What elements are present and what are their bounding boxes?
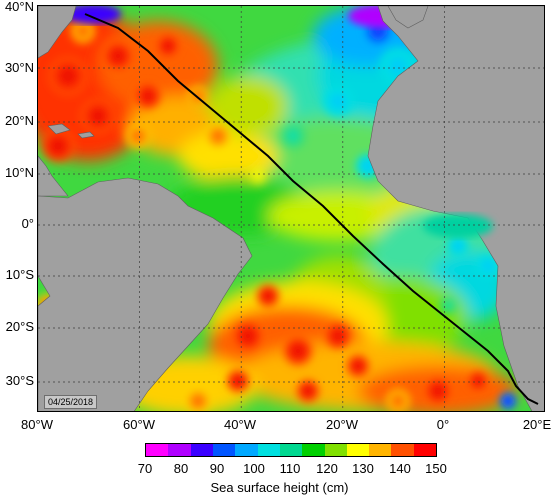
colorbar-segment [212, 444, 236, 456]
africa-land [367, 6, 544, 411]
colorbar-segment [190, 444, 213, 456]
lat-label-10n: 10°N [4, 165, 34, 180]
colorbar-segment [146, 444, 169, 456]
lat-label-10s: 10°S [5, 267, 34, 282]
lat-label-0: 0° [21, 216, 34, 231]
lon-label-20e: 20°E [522, 417, 552, 432]
cuba-land [47, 123, 71, 135]
colorbar-tick-label: 90 [209, 461, 225, 476]
colorbar-segment [257, 444, 280, 456]
south-america-land [38, 177, 253, 411]
lat-label-30s: 30°S [5, 373, 34, 388]
date-stamp: 04/25/2018 [44, 395, 98, 409]
lat-label-40n: 40°N [4, 0, 34, 14]
hispaniola-land [77, 131, 95, 139]
colorbar-tick-label: 100 [243, 461, 265, 476]
lat-label-20s: 20°S [5, 319, 34, 334]
lat-label-30n: 30°N [4, 60, 34, 75]
lon-label-20w: 20°W [326, 417, 358, 432]
lon-label-60w: 60°W [123, 417, 155, 432]
lon-label-40w: 40°W [224, 417, 256, 432]
colorbar-tick-label: 130 [352, 461, 374, 476]
north-america-land [38, 6, 77, 59]
colorbar-segment [324, 444, 347, 456]
iberia-land [387, 6, 429, 29]
land [38, 6, 544, 411]
ssh-eddies [38, 12, 518, 411]
colorbar-segment [391, 444, 414, 456]
colorbar-tick-label: 110 [279, 461, 301, 476]
colorbar [145, 443, 437, 457]
map-canvas [38, 6, 544, 411]
colorbar-segment [168, 444, 191, 456]
colorbar-tick-label: 70 [137, 461, 153, 476]
central-america-land [38, 155, 69, 197]
colorbar-segment [302, 444, 325, 456]
colorbar-segment [413, 444, 437, 456]
cruise-track-line [84, 13, 539, 405]
lon-label-80w: 80°W [21, 417, 53, 432]
colorbar-segment [279, 444, 303, 456]
colorbar-segment [369, 444, 392, 456]
gulf-of-guinea [423, 214, 493, 238]
colorbar-tick-label: 140 [389, 461, 411, 476]
colorbar-tick-label: 150 [425, 461, 447, 476]
colorbar-tick-label: 80 [173, 461, 189, 476]
lat-label-20n: 20°N [4, 113, 34, 128]
sea-surface-height-map [37, 5, 545, 412]
lon-label-0: 0° [436, 417, 450, 432]
colorbar-title: Sea surface height (cm) [210, 480, 349, 495]
colorbar-segment [235, 444, 258, 456]
colorbar-tick-label: 120 [316, 461, 338, 476]
colorbar-segment [346, 444, 370, 456]
